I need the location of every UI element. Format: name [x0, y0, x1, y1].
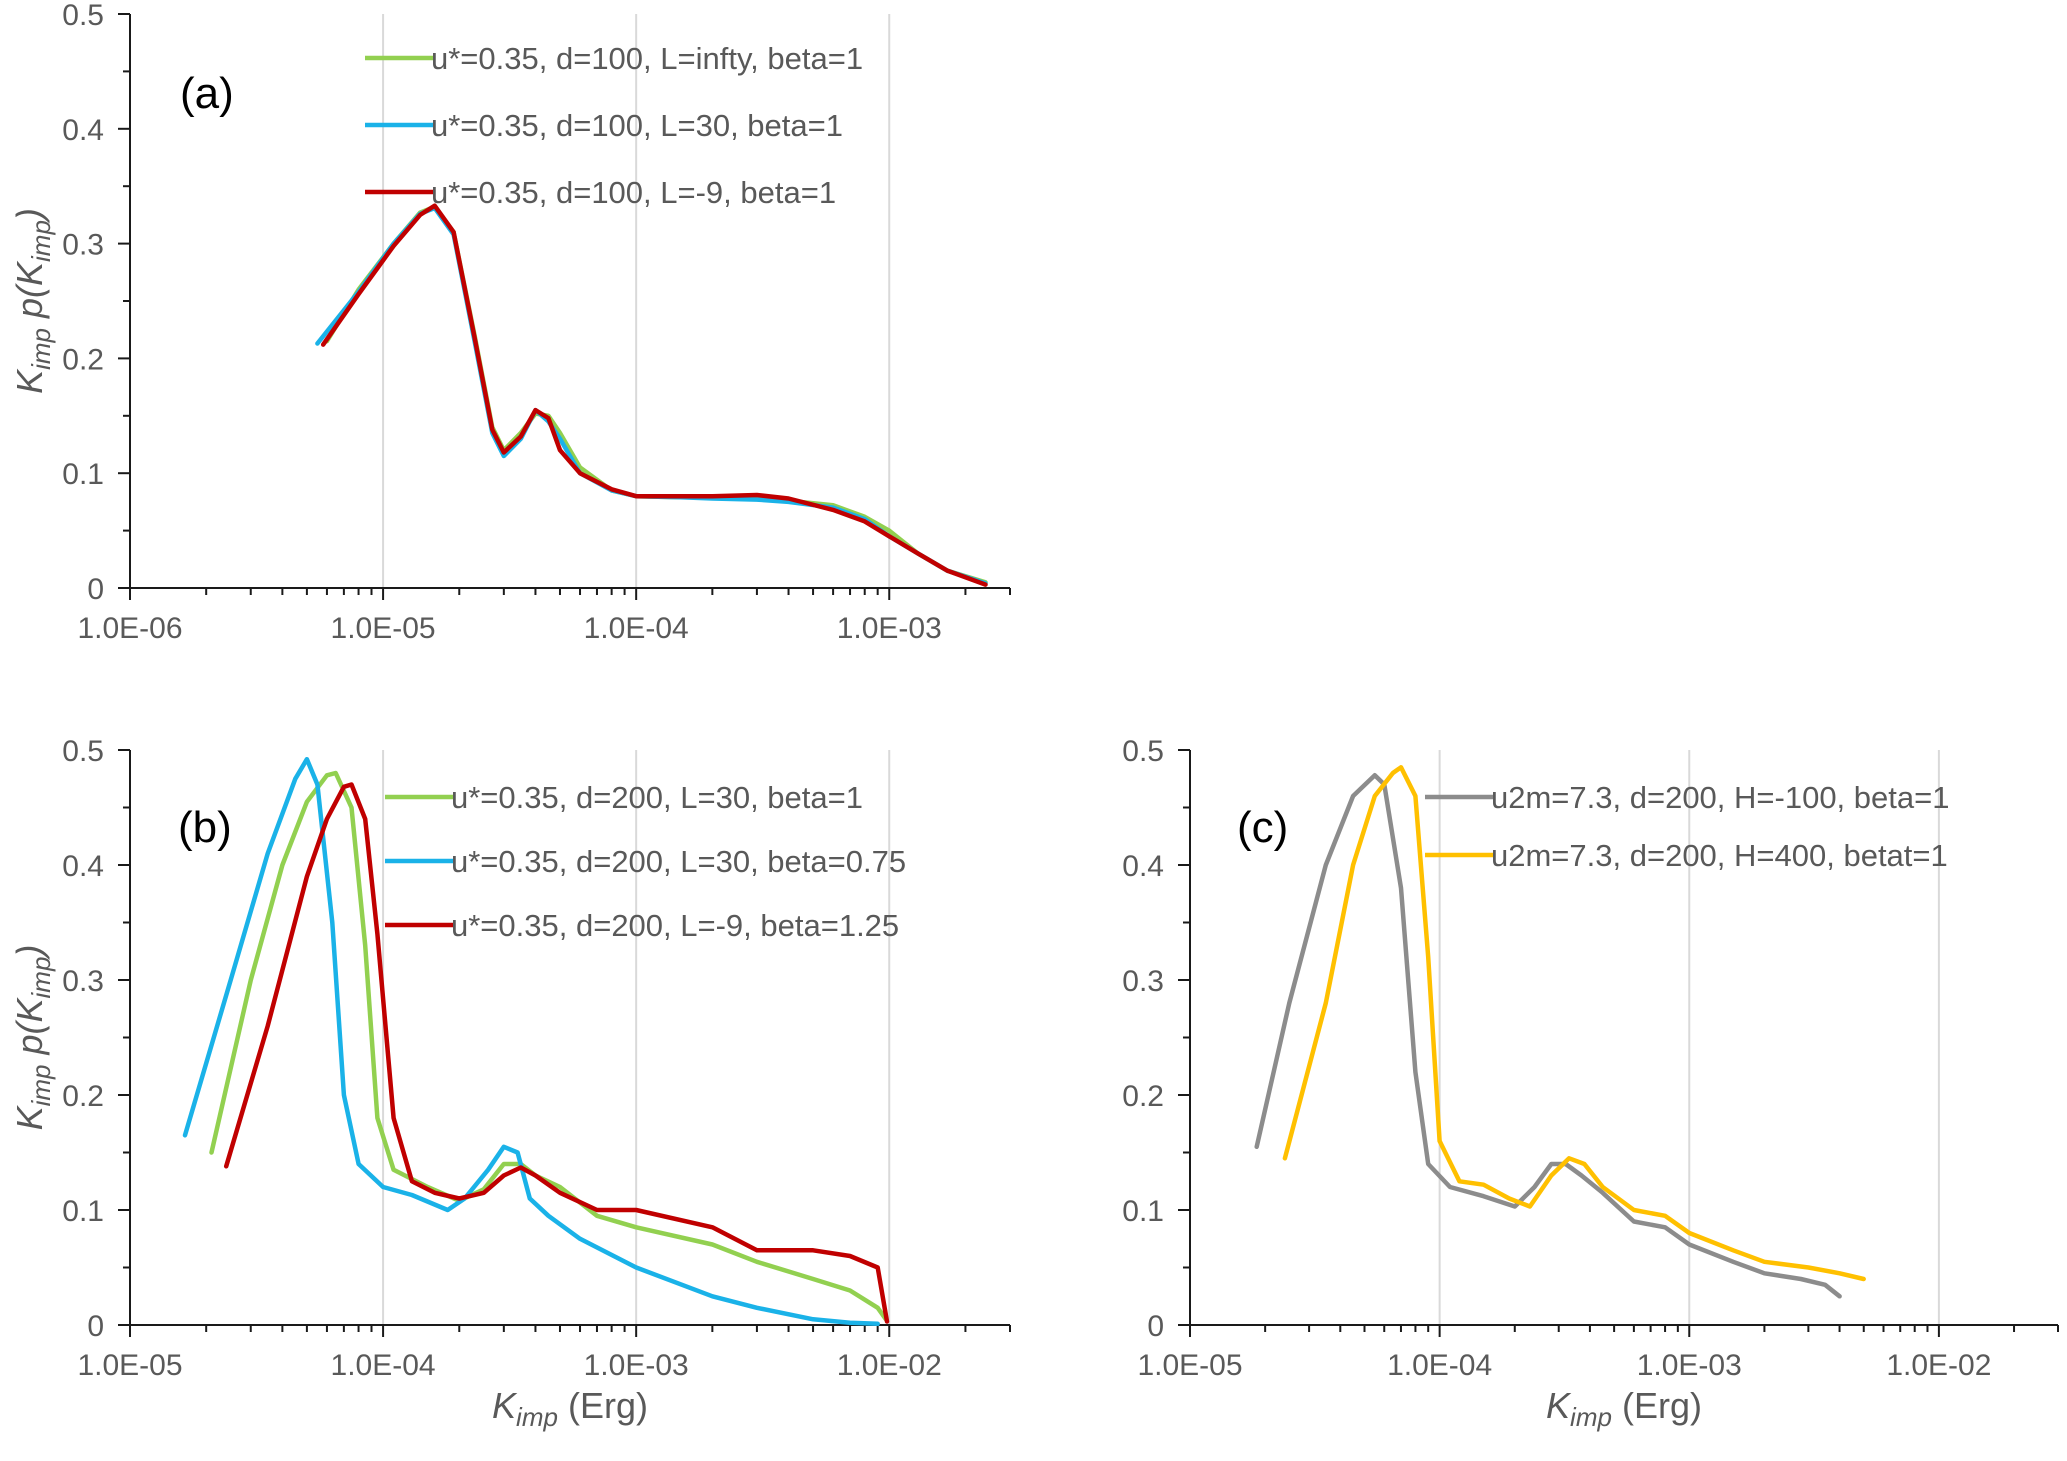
y-axis-label: Kimp p(Kimp) — [9, 945, 56, 1131]
x-axis-label: Kimp (Erg) — [492, 1385, 648, 1432]
panel-a: 0 0.1 0.2 0.3 0.4 0.5 1.0E-06 1.0E-05 1.0E-04 1.0… — [9, 0, 1011, 645]
panel-label: (b) — [178, 803, 232, 852]
y-tick-label: 0.2 — [62, 343, 104, 376]
x-tick-label: 1.0E-03 — [584, 1349, 689, 1382]
x-tick-label: 1.0E-05 — [77, 1349, 182, 1382]
x-tick-label: 1.0E-04 — [1387, 1349, 1492, 1382]
x-tick-label: 1.0E-04 — [331, 1349, 436, 1382]
series-line-0 — [1254, 773, 1842, 1299]
y-tick-label: 0.5 — [1122, 735, 1164, 768]
x-tick-label: 1.0E-04 — [584, 612, 689, 645]
y-tick-label: 0 — [87, 573, 104, 606]
series-line-2 — [320, 203, 988, 587]
y-tick-label: 0.1 — [62, 1195, 104, 1228]
series-line-1 — [1282, 765, 1866, 1282]
series-line-2 — [223, 782, 890, 1324]
x-tick-label: 1.0E-02 — [1886, 1349, 1991, 1382]
legend-entry: u*=0.35, d=200, L=30, beta=0.75 — [451, 844, 906, 879]
panel-label: (c) — [1237, 803, 1288, 852]
y-tick-label: 0.5 — [62, 0, 104, 32]
x-tick-label: 1.0E-05 — [331, 612, 436, 645]
y-tick-label: 0.4 — [62, 114, 104, 147]
y-tick-label: 0.2 — [1122, 1080, 1164, 1113]
y-tick-label: 0.1 — [1122, 1195, 1164, 1228]
x-tick-label: 1.0E-03 — [1637, 1349, 1742, 1382]
panel-label: (a) — [180, 69, 234, 118]
y-tick-label: 0.1 — [62, 458, 104, 491]
y-tick-label: 0.4 — [1122, 850, 1164, 883]
x-tick-label: 1.0E-05 — [1137, 1349, 1242, 1382]
y-axis-label: Kimp p(Kimp) — [9, 208, 56, 394]
y-tick-label: 0.5 — [62, 735, 104, 768]
y-tick-label: 0.3 — [1122, 965, 1164, 998]
legend-entry: u*=0.35, d=200, L=-9, beta=1.25 — [451, 908, 899, 943]
legend-entry: u*=0.35, d=100, L=-9, beta=1 — [431, 175, 836, 210]
x-tick-label: 1.0E-06 — [77, 612, 182, 645]
panel-b: 0 0.1 0.2 0.3 0.4 0.5 1.0E-05 1.0E-04 1.0E-03 1.0… — [9, 735, 1011, 1432]
y-tick-label: 0 — [87, 1310, 104, 1343]
y-tick-label: 0.2 — [62, 1080, 104, 1113]
x-tick-label: 1.0E-03 — [837, 612, 942, 645]
legend-entry: u*=0.35, d=100, L=infty, beta=1 — [431, 41, 863, 76]
series-line-0 — [209, 770, 889, 1322]
legend-entry: u2m=7.3, d=200, H=400, betat=1 — [1491, 838, 1948, 873]
y-tick-label: 0.4 — [62, 850, 104, 883]
legend-entry: u*=0.35, d=200, L=30, beta=1 — [451, 780, 863, 815]
x-tick-label: 1.0E-02 — [837, 1349, 942, 1382]
y-tick-label: 0.3 — [62, 965, 104, 998]
y-tick-label: 0 — [1147, 1310, 1164, 1343]
x-axis-label: Kimp (Erg) — [1546, 1385, 1702, 1432]
legend-entry: u*=0.35, d=100, L=30, beta=1 — [431, 108, 843, 143]
panel-c: 0 0.1 0.2 0.3 0.4 0.5 1.0E-05 1.0E-04 1.0E-03 1.0… — [1122, 735, 2059, 1432]
legend-entry: u2m=7.3, d=200, H=-100, beta=1 — [1491, 780, 1949, 815]
y-tick-label: 0.3 — [62, 229, 104, 262]
